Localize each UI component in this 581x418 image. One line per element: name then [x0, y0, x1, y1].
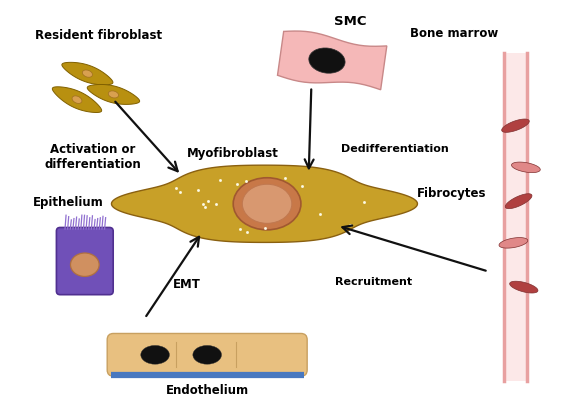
FancyBboxPatch shape: [107, 334, 307, 376]
Polygon shape: [112, 165, 418, 242]
Text: EMT: EMT: [173, 278, 200, 291]
Polygon shape: [511, 162, 540, 173]
Ellipse shape: [70, 253, 99, 276]
Text: Endothelium: Endothelium: [166, 385, 249, 398]
FancyBboxPatch shape: [56, 227, 113, 295]
Polygon shape: [278, 31, 387, 90]
Ellipse shape: [108, 91, 119, 98]
Text: Bone marrow: Bone marrow: [410, 27, 498, 40]
Ellipse shape: [72, 96, 82, 103]
Ellipse shape: [193, 345, 221, 364]
Ellipse shape: [233, 178, 301, 230]
Ellipse shape: [242, 184, 292, 223]
Text: Epithelium: Epithelium: [33, 196, 103, 209]
Text: Resident fibroblast: Resident fibroblast: [35, 29, 163, 42]
Polygon shape: [87, 84, 139, 104]
Text: Recruitment: Recruitment: [335, 277, 413, 287]
Ellipse shape: [141, 345, 170, 364]
Text: Myofibroblast: Myofibroblast: [187, 147, 279, 160]
Ellipse shape: [309, 48, 345, 73]
Polygon shape: [510, 281, 538, 293]
Text: SMC: SMC: [334, 15, 367, 28]
Polygon shape: [52, 87, 102, 112]
Polygon shape: [62, 62, 113, 85]
Ellipse shape: [83, 70, 92, 77]
Text: Dedifferentiation: Dedifferentiation: [341, 144, 449, 154]
Polygon shape: [504, 53, 528, 381]
Polygon shape: [501, 119, 529, 133]
Text: Activation or
differentiation: Activation or differentiation: [44, 143, 141, 171]
Polygon shape: [499, 237, 528, 248]
Polygon shape: [505, 194, 532, 209]
Text: Fibrocytes: Fibrocytes: [417, 187, 487, 200]
